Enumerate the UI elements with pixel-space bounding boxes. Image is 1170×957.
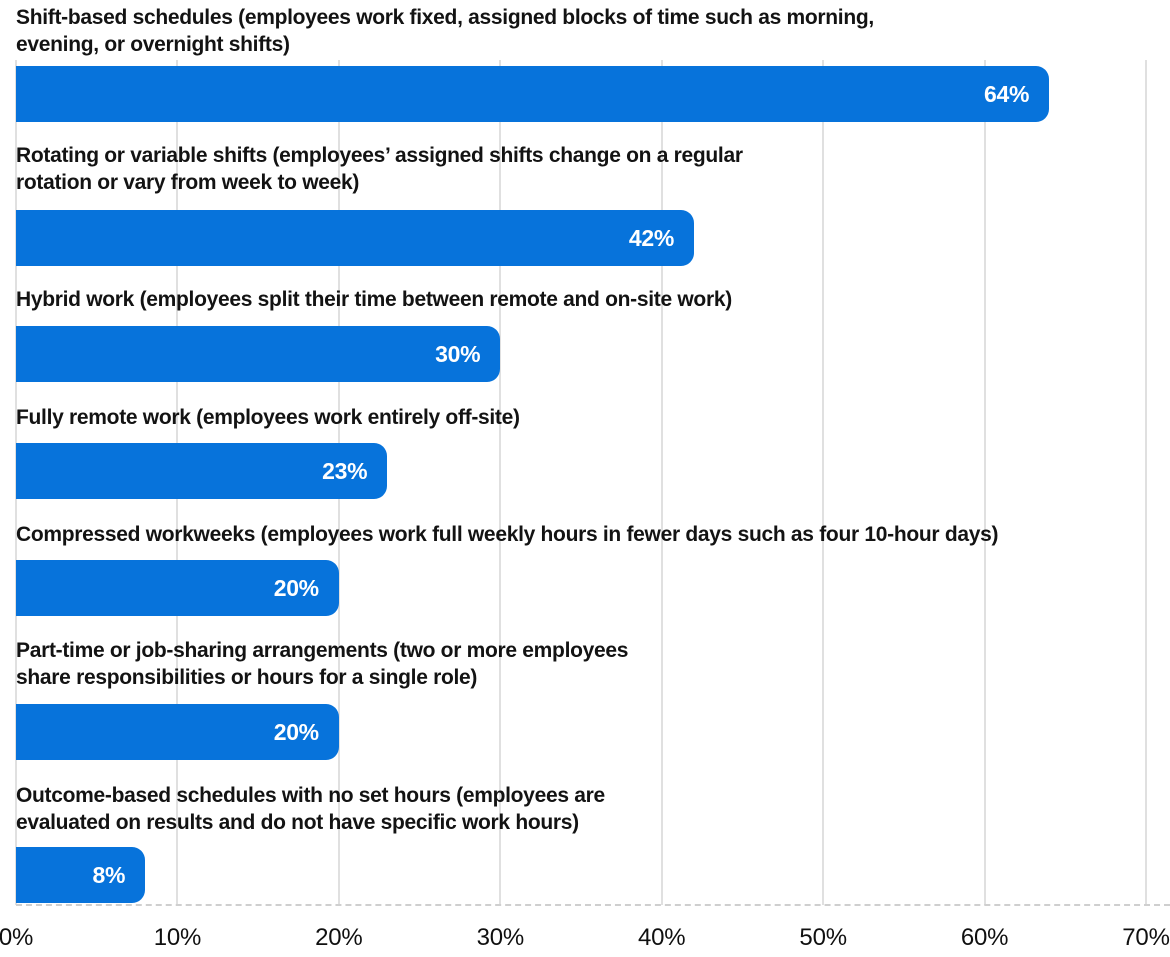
x-axis-tick-label: 0%	[0, 924, 34, 951]
bar: 30%	[16, 326, 501, 382]
x-axis-tick-label: 10%	[153, 924, 202, 951]
category-label: Compressed workweeks (employees work ful…	[16, 523, 999, 546]
category-label: Fully remote work (employees work entire…	[16, 406, 520, 429]
bar-value-label: 30%	[435, 340, 481, 367]
bar: 20%	[16, 704, 339, 760]
bar: 8%	[16, 847, 146, 903]
x-axis-tick-label: 40%	[637, 924, 686, 951]
gridline	[499, 60, 502, 905]
bar-value-label: 20%	[273, 718, 319, 745]
x-axis-tick-label: 60%	[960, 924, 1009, 951]
gridline	[660, 60, 663, 905]
category-label: Rotating or variable shifts (employees’ …	[16, 144, 743, 194]
gridline	[822, 60, 825, 905]
bar-value-label: 8%	[92, 861, 126, 888]
x-axis-tick-label: 20%	[315, 924, 363, 951]
bar-value-label: 20%	[273, 574, 319, 601]
bar-value-label: 64%	[984, 80, 1030, 107]
bar: 64%	[16, 66, 1050, 122]
category-label: Outcome-based schedules with no set hour…	[16, 784, 605, 834]
bar-value-label: 42%	[628, 224, 674, 251]
gridline	[1145, 60, 1147, 905]
category-label: Hybrid work (employees split their time …	[16, 288, 732, 311]
bar-value-label: 23%	[322, 457, 368, 484]
x-axis-tick-label: 50%	[799, 924, 847, 951]
x-axis-baseline	[16, 904, 1170, 906]
bar: 42%	[16, 210, 694, 266]
category-label: Part-time or job-sharing arrangements (t…	[16, 639, 629, 689]
x-axis-tick-label: 30%	[476, 924, 525, 951]
x-axis-tick-label: 70%	[1122, 924, 1170, 951]
gridline	[983, 60, 986, 905]
bar: 23%	[16, 443, 388, 499]
bar: 20%	[16, 560, 339, 616]
category-label: Shift-based schedules (employees work fi…	[16, 6, 874, 56]
